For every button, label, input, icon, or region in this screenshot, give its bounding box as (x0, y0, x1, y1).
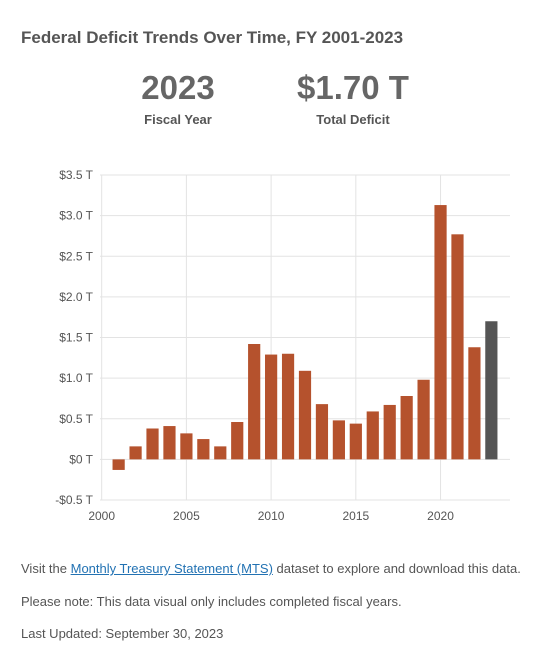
deficit-bar (315, 404, 329, 460)
deficit-bar-chart: -$0.5 T $0 T $0.5 T $1.0 T $1.5 T $2.0 T $2.5 … (55, 168, 510, 523)
deficit-bar (129, 446, 142, 460)
mts-note: Visit the Monthly Treasury Statement (MT… (21, 561, 521, 576)
fiscal-year-kpi: 2023 Fiscal Year (128, 68, 228, 127)
fiscal-year-value: 2023 (141, 69, 215, 106)
y-tick-label: $1.0 T (59, 371, 93, 385)
y-tick-label: -$0.5 T (55, 493, 93, 507)
y-tick-label: $3.0 T (59, 209, 93, 223)
deficit-bar (485, 321, 498, 460)
mts-note-prefix: Visit the (21, 561, 71, 576)
y-tick-label: $3.5 T (59, 168, 93, 182)
y-tick-label: $2.5 T (59, 249, 93, 263)
total-deficit-label: Total Deficit (316, 112, 390, 127)
deficit-bar (248, 344, 261, 460)
deficit-bar (383, 404, 396, 460)
deficit-bar (180, 433, 193, 460)
x-tick-label: 2000 (88, 509, 115, 523)
x-tick-label: 2015 (342, 509, 369, 523)
deficit-bar (214, 446, 227, 460)
last-updated: Last Updated: September 30, 2023 (21, 626, 224, 641)
deficit-bar (146, 428, 159, 460)
deficit-bar (265, 354, 278, 460)
x-tick-label: 2005 (173, 509, 200, 523)
deficit-bar (468, 347, 481, 460)
fiscal-years-note: Please note: This data visual only inclu… (21, 594, 402, 609)
x-tick-label: 2010 (258, 509, 285, 523)
y-tick-label: $1.5 T (59, 331, 93, 345)
deficit-bar (451, 234, 464, 460)
x-tick-label: 2020 (427, 509, 454, 523)
y-tick-label: $0 T (69, 452, 93, 466)
y-tick-label: $2.0 T (59, 290, 93, 304)
fiscal-year-label: Fiscal Year (144, 112, 212, 127)
total-deficit-value: $1.70 T (297, 69, 409, 106)
chart-title: Federal Deficit Trends Over Time, FY 200… (21, 28, 404, 47)
y-tick-label: $0.5 T (59, 412, 93, 426)
deficit-bar (417, 379, 430, 460)
mts-dataset-link[interactable]: Monthly Treasury Statement (MTS) (70, 561, 273, 576)
deficit-bar (434, 205, 447, 460)
deficit-bar (197, 439, 210, 460)
deficit-bar (332, 420, 345, 460)
deficit-bar (349, 423, 362, 460)
total-deficit-kpi: $1.70 T Total Deficit (283, 68, 423, 127)
deficit-bar (281, 353, 295, 460)
deficit-bar (298, 370, 312, 460)
deficit-bar (231, 422, 244, 460)
deficit-bar (163, 426, 176, 460)
mts-note-suffix: dataset to explore and download this dat… (272, 561, 521, 576)
deficit-bar (366, 411, 379, 460)
deficit-bar (400, 396, 413, 460)
deficit-bar (112, 459, 125, 470)
